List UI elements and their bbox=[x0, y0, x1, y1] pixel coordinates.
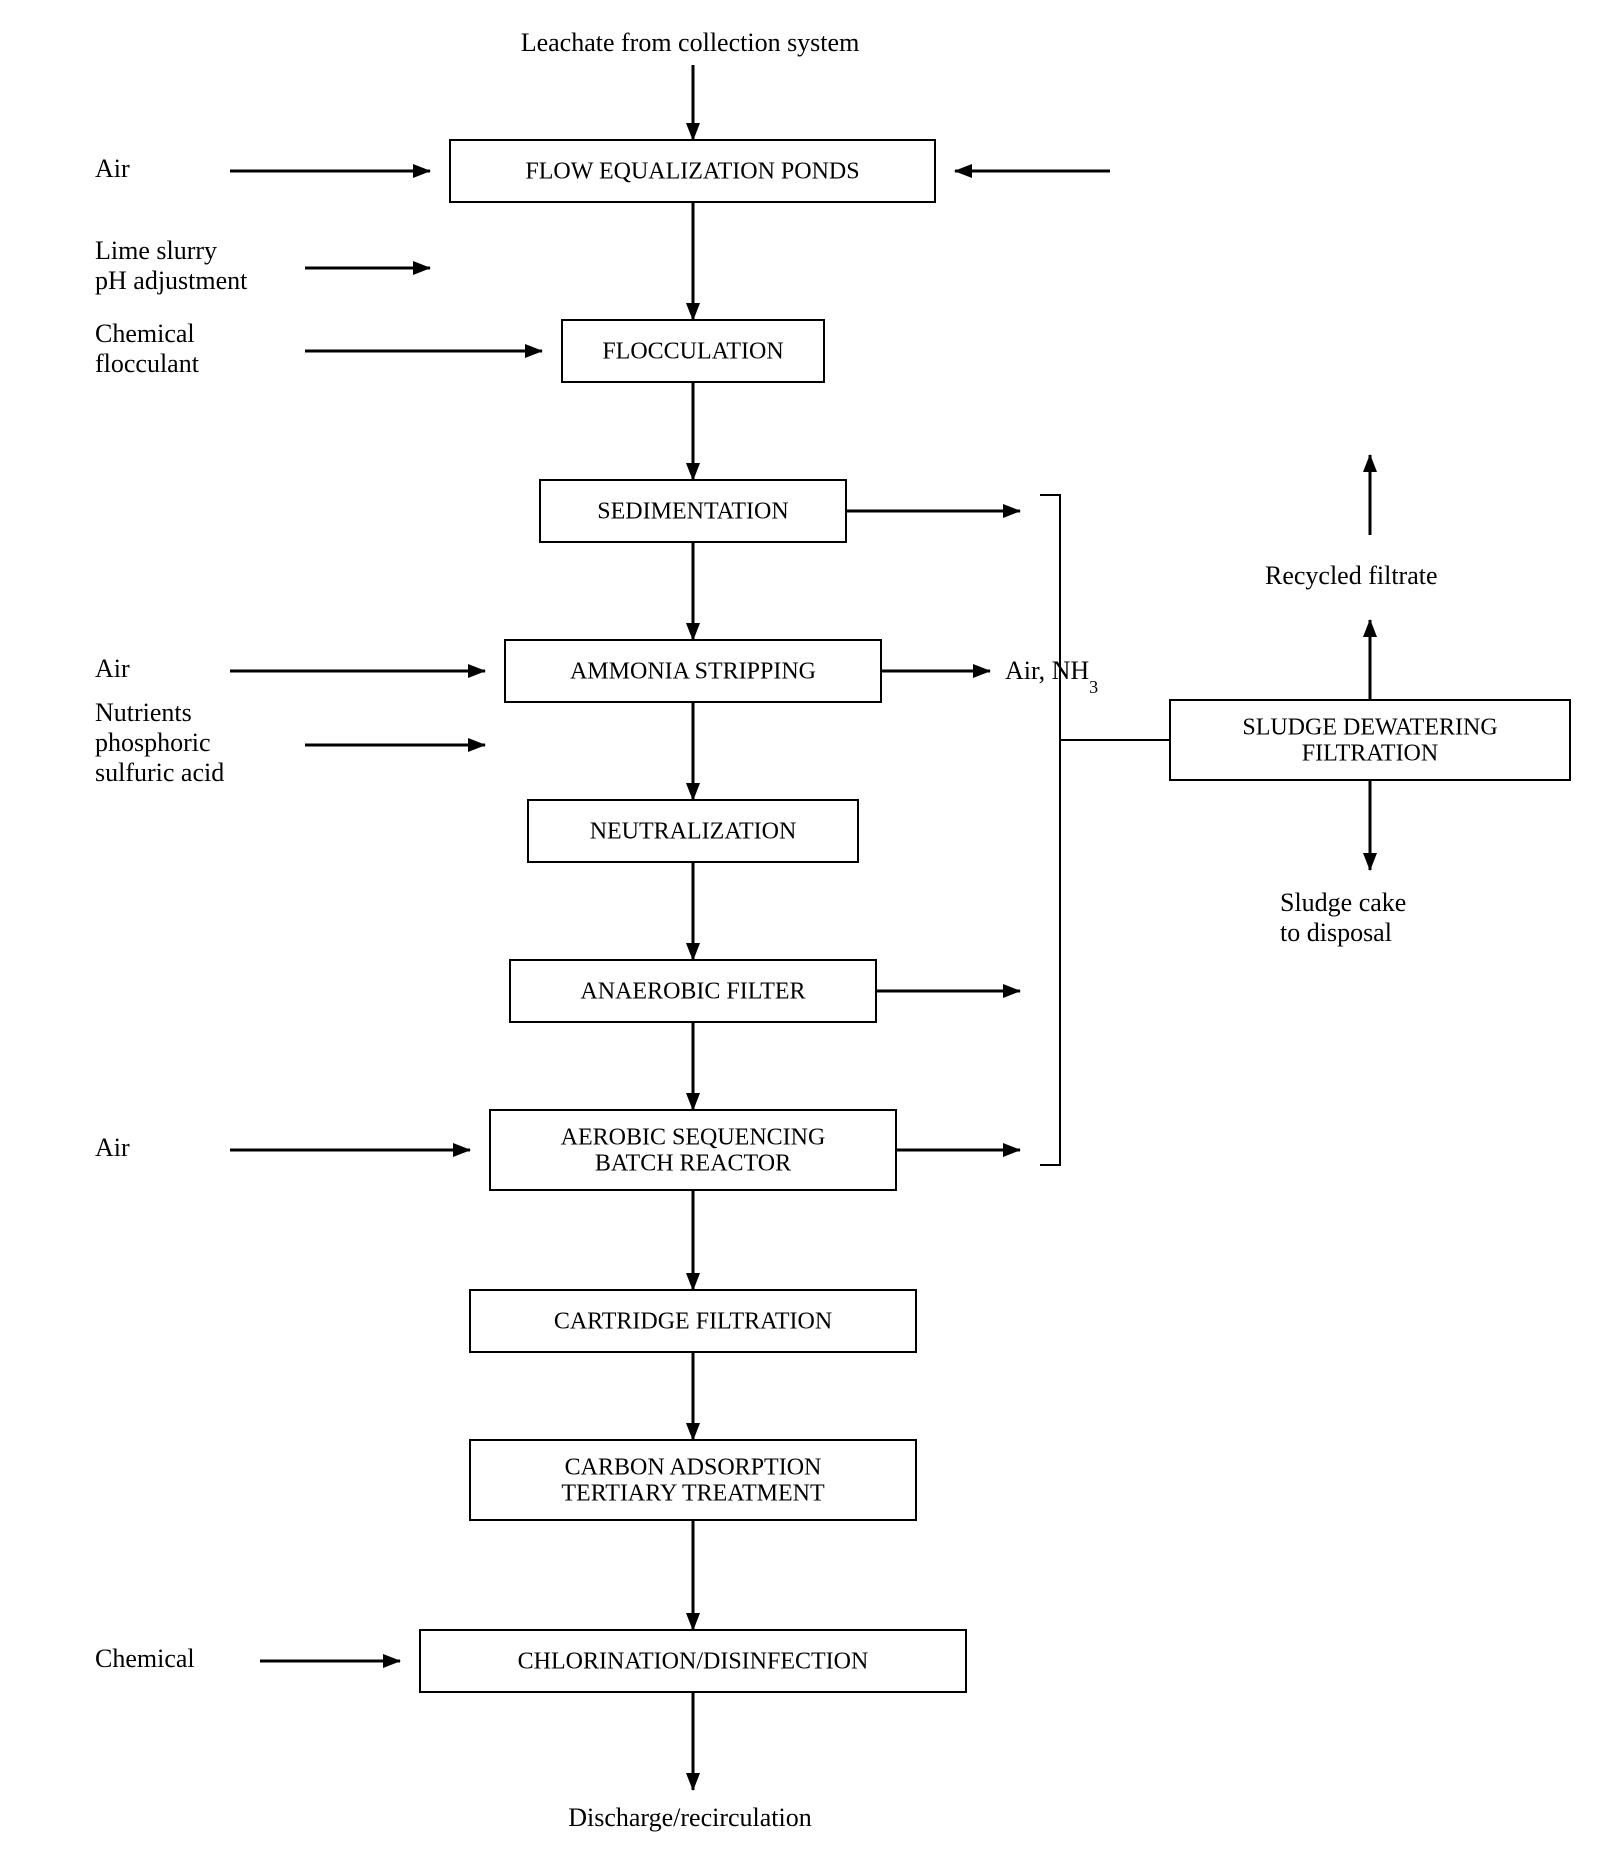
left-input-0-0: Air bbox=[95, 154, 130, 183]
box-label-flow-equalization-0: FLOW EQUALIZATION PONDS bbox=[525, 159, 859, 185]
left-input-1-1: pH adjustment bbox=[95, 266, 248, 295]
left-input-3-0: Air bbox=[95, 654, 130, 683]
left-input-6-0: Chemical bbox=[95, 1644, 195, 1673]
left-input-2-1: flocculant bbox=[95, 349, 200, 378]
box-label-sludge-0: SLUDGE DEWATERING bbox=[1242, 715, 1497, 741]
sludge-cake-1: to disposal bbox=[1280, 918, 1392, 947]
box-label-aerobic-1: BATCH REACTOR bbox=[595, 1151, 791, 1177]
left-input-5-0: Air bbox=[95, 1133, 130, 1162]
box-label-flocculation-0: FLOCCULATION bbox=[602, 339, 783, 365]
left-input-4-2: sulfuric acid bbox=[95, 758, 224, 787]
left-input-4-1: phosphoric bbox=[95, 728, 211, 757]
box-label-neutralization-0: NEUTRALIZATION bbox=[590, 819, 797, 845]
top-input-label: Leachate from collection system bbox=[521, 28, 860, 57]
box-label-sludge-1: FILTRATION bbox=[1302, 741, 1438, 767]
recycled-filtrate-label: Recycled filtrate bbox=[1265, 561, 1438, 590]
left-input-1-0: Lime slurry bbox=[95, 236, 217, 265]
box-label-sedimentation-0: SEDIMENTATION bbox=[597, 499, 788, 525]
box-label-anaerobic-0: ANAEROBIC FILTER bbox=[580, 979, 805, 1005]
bottom-output-label: Discharge/recirculation bbox=[568, 1803, 812, 1832]
ammonia-output-label: Air, NH3 bbox=[1005, 656, 1098, 697]
box-label-cartridge-0: CARTRIDGE FILTRATION bbox=[554, 1309, 832, 1335]
box-label-chlorination-0: CHLORINATION/DISINFECTION bbox=[518, 1649, 869, 1675]
flowchart-svg: Leachate from collection system FLOW EQUA… bbox=[0, 0, 1620, 1876]
sludge-cake-0: Sludge cake bbox=[1280, 888, 1406, 917]
left-input-4-0: Nutrients bbox=[95, 698, 192, 727]
left-input-2-0: Chemical bbox=[95, 319, 195, 348]
box-label-carbon-0: CARBON ADSORPTION bbox=[565, 1455, 822, 1481]
box-label-aerobic-0: AEROBIC SEQUENCING bbox=[561, 1125, 826, 1151]
flowchart-layer: Leachate from collection system FLOW EQUA… bbox=[95, 28, 1570, 1832]
box-label-ammonia-0: AMMONIA STRIPPING bbox=[570, 659, 816, 685]
collection-bracket bbox=[1040, 495, 1060, 1165]
box-label-carbon-1: TERTIARY TREATMENT bbox=[561, 1481, 825, 1507]
